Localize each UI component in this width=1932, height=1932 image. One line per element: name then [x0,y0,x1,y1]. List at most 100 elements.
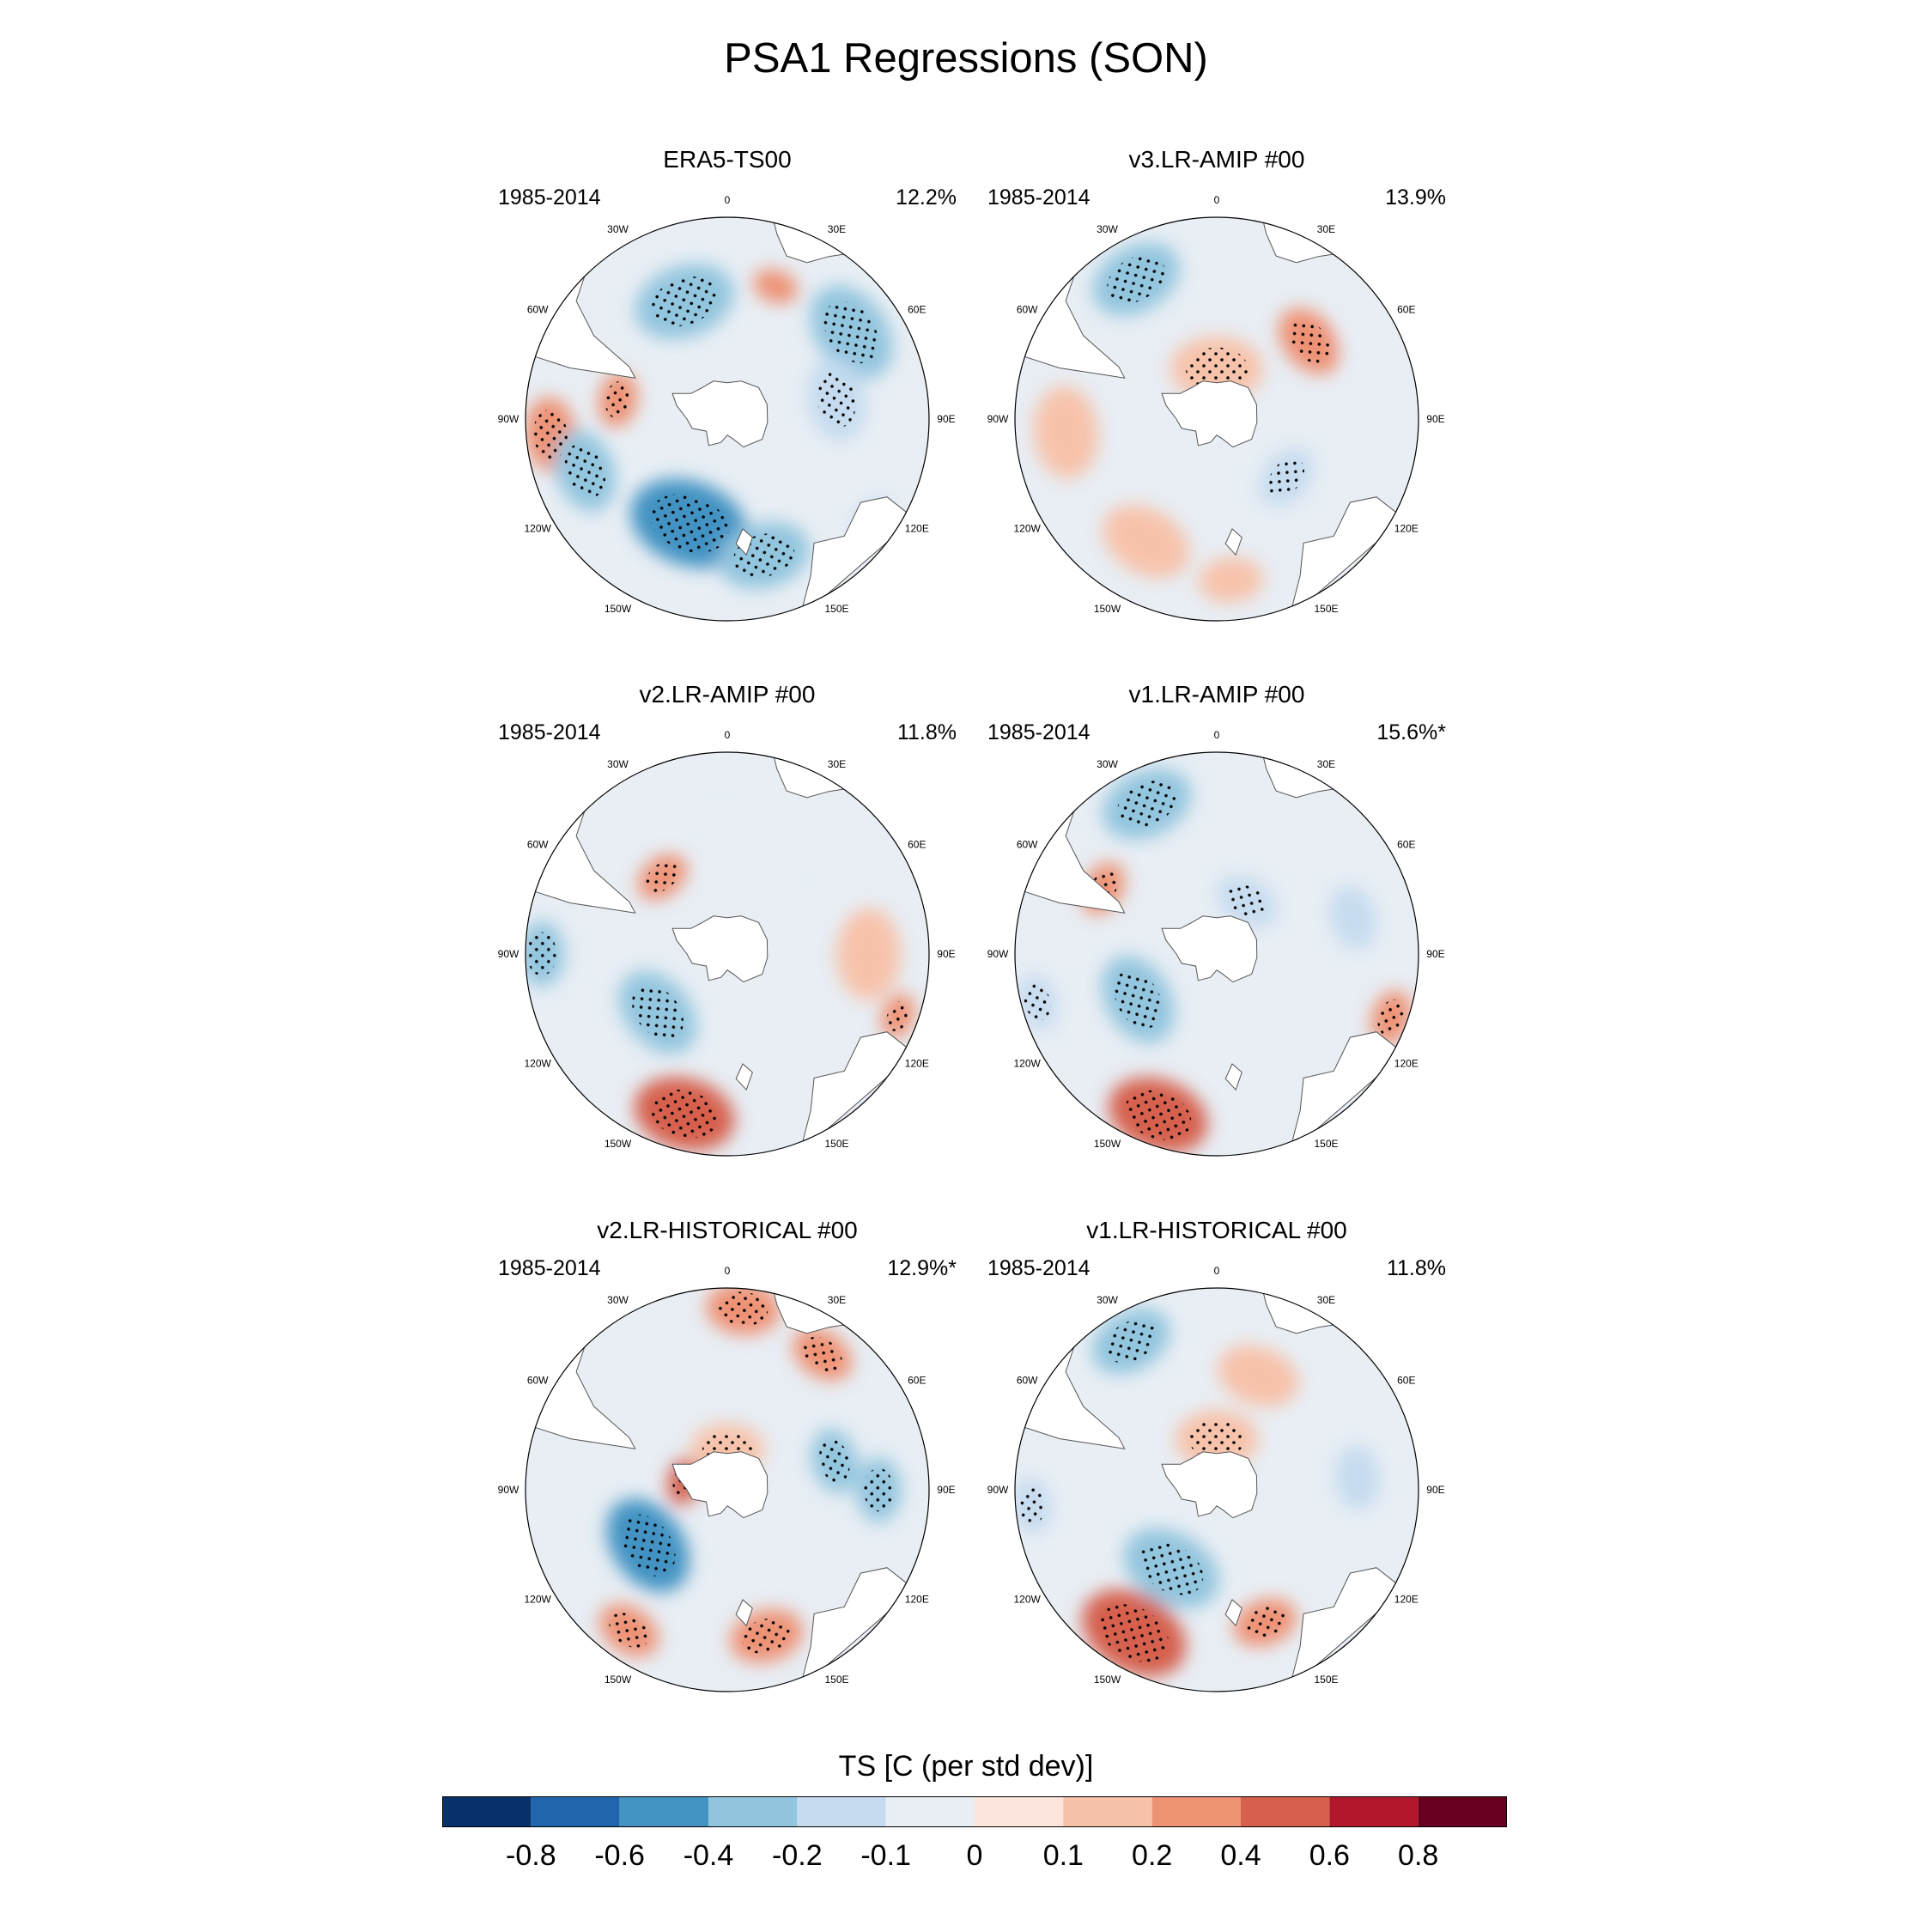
longitude-label: 30W [607,223,629,235]
colorbar-swatch [885,1796,975,1827]
significance-stipple [1243,1607,1286,1638]
longitude-label: 150W [1094,1138,1121,1150]
colorbar-swatch [975,1796,1064,1827]
map-boundary [525,216,930,622]
longitude-label: 150W [1094,1674,1121,1686]
longitude-label: 30W [1097,223,1118,235]
longitude-label: 120E [1394,1593,1419,1605]
map-boundary [1014,751,1419,1157]
longitude-label: 150W [605,1138,632,1150]
longitude-label: 90W [498,1484,519,1496]
longitude-label: 60W [527,1375,549,1387]
longitude-label: 30E [1317,223,1335,235]
longitude-label: 60W [1017,1375,1038,1387]
significance-stipple [823,301,879,364]
longitude-label: 120W [1014,522,1042,534]
longitude-label: 150E [824,603,848,615]
panel-title: ERA5-TS00 [663,146,792,173]
significance-stipple [1107,255,1165,304]
new-zealand-landmass [735,1599,753,1627]
panel-variance-explained: 12.2% [896,185,957,210]
longitude-label: 30E [828,758,846,770]
new-zealand-landmass [1224,1063,1242,1091]
significance-stipple [1114,970,1163,1029]
panel-variance-explained: 11.8% [1386,1256,1446,1280]
significance-stipple [1024,983,1051,1021]
colorbar-swatch [797,1796,886,1827]
colorbar-swatch [531,1796,620,1827]
new-zealand-landmass [1224,1599,1242,1627]
longitude-label: 90W [498,948,519,960]
longitude-label: 90E [1426,413,1444,425]
map-boundary [1014,216,1419,622]
colorbar-swatch [619,1796,708,1827]
longitude-label: 30E [1317,1294,1335,1306]
longitude-label: 0 [725,194,731,206]
colorbar-tick-label: 0 [967,1839,983,1872]
panel-period: 1985-2014 [498,185,601,210]
significance-stipple [1377,999,1405,1036]
polar-map: 030E60E90E120E150E180150W120W90W60W30W [498,194,956,622]
significance-stipple [1139,1541,1204,1595]
longitude-label: 90E [1426,1484,1444,1496]
colorbar-swatch [708,1796,798,1827]
colorbar-title: TS [C (per std dev)] [838,1750,1094,1783]
significance-stipple [605,381,631,419]
map-panel-v2-lr-amip: 030E60E90E120E150E180150W120W90W60W30W v… [483,681,972,1162]
longitude-label: 30E [828,223,846,235]
longitude-label: 0 [1214,729,1220,741]
panel-variance-explained: 11.8% [896,720,957,744]
colorbar-swatch [442,1796,532,1827]
longitude-label: 90W [987,948,1009,960]
longitude-label: 150E [1314,1138,1338,1150]
colorbar-tick-label: 0.2 [1132,1839,1172,1872]
colorbar-tick-label: -0.8 [506,1839,556,1872]
significance-stipple [1185,347,1249,390]
longitude-label: 120E [905,522,929,534]
longitude-label: 150E [1314,1674,1338,1686]
longitude-label: 150E [824,1138,848,1150]
anomaly-region [1103,505,1190,578]
significance-stipple [651,276,718,326]
anomaly-region [656,781,750,848]
new-zealand-landmass [735,1063,753,1091]
significance-stipple [1268,458,1304,497]
longitude-label: 0 [725,729,731,741]
panel-title: v2.LR-AMIP #00 [639,681,816,708]
significance-stipple [620,1514,676,1577]
new-zealand-landmass [735,528,753,556]
map-panel-v1-lr-historical: 030E60E90E120E150E180150W120W90W60W30W v… [972,1217,1461,1698]
longitude-label: 60W [1017,304,1038,316]
longitude-label: 30E [1317,758,1335,770]
polar-map: 030E60E90E120E150E180150W120W90W60W30W [498,729,956,1157]
significance-stipple [632,985,683,1040]
colorbar-swatch [1151,1796,1241,1827]
panel-period: 1985-2014 [987,1256,1091,1280]
longitude-label: 30W [607,758,629,770]
anomaly-region [1218,1345,1299,1407]
colorbar-tick-label: 0.4 [1220,1839,1261,1872]
colorbar-swatch [1063,1796,1152,1827]
longitude-label: 60E [1397,1375,1415,1387]
colorbar-frame [442,1796,1507,1827]
colorbar-swatch [1241,1796,1330,1827]
longitude-label: 0 [1214,1265,1220,1277]
longitude-label: 90E [937,1484,955,1496]
colorbar-swatch [1418,1796,1507,1827]
longitude-label: 60E [1397,839,1415,851]
longitude-label: 90W [987,413,1009,425]
longitude-label: 60E [908,304,926,316]
panel-period: 1985-2014 [987,185,1091,210]
longitude-label: 90E [937,948,955,960]
significance-stipple [1188,1420,1245,1459]
longitude-label: 90E [937,413,955,425]
longitude-label: 60W [527,839,549,851]
anomaly-region [1329,885,1377,950]
map-boundary [525,751,930,1157]
panel-title: v1.LR-HISTORICAL #00 [1086,1217,1347,1243]
anomaly-region [799,854,866,933]
significance-stipple [818,1439,850,1483]
significance-stipple [1018,1487,1045,1525]
longitude-label: 30W [607,1294,629,1306]
